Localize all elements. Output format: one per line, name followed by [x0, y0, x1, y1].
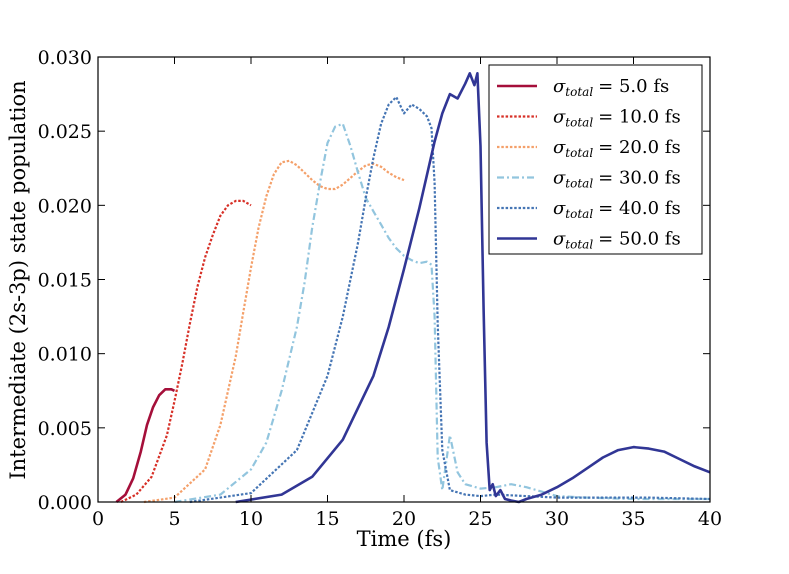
series-line-4: [174, 122, 710, 504]
x-tick-label: 10: [239, 508, 263, 530]
x-tick-label: 0: [92, 508, 104, 530]
y-tick-label: 0.010: [38, 344, 92, 366]
x-tick-label: 40: [698, 508, 722, 530]
y-tick-label: 0.030: [38, 47, 92, 69]
series-line-1: [115, 388, 176, 504]
series-line-5: [189, 96, 711, 504]
legend-box: [488, 64, 703, 255]
ticks-layer: 0 5 10 15 20 25 30 35 40 0.000 0.005 0.010 0.015 0.02…: [38, 47, 723, 530]
series-line-3: [143, 159, 405, 504]
x-tick-label: 20: [392, 508, 416, 530]
legend-label-2: σtotal = 10.0 fs: [553, 107, 681, 130]
x-tick-label: 5: [168, 508, 180, 530]
legend: σtotal = 5.0 fs σtotal = 10.0 fs σtotal = 20.…: [488, 64, 703, 255]
x-tick-label: 35: [621, 508, 645, 530]
y-axis-title: Intermediate (2s-3p) state population: [6, 80, 30, 479]
y-tick-label: 0.000: [38, 492, 92, 514]
legend-label-4: σtotal = 30.0 fs: [553, 168, 681, 191]
legend-label-3: σtotal = 20.0 fs: [553, 137, 681, 160]
y-tick-label: 0.005: [38, 418, 92, 440]
legend-label-1: σtotal = 5.0 fs: [553, 76, 669, 99]
x-axis-title: Time (fs): [357, 527, 452, 551]
x-tick-label: 15: [315, 508, 339, 530]
series-line-6: [235, 72, 711, 504]
x-tick-label: 30: [545, 508, 569, 530]
legend-label-5: σtotal = 40.0 fs: [553, 198, 681, 221]
y-tick-label: 0.025: [38, 121, 92, 143]
y-tick-label: 0.020: [38, 195, 92, 217]
x-tick-label: 25: [468, 508, 492, 530]
y-tick-label: 0.015: [38, 270, 92, 292]
legend-label-6: σtotal = 50.0 fs: [553, 229, 681, 252]
series-layer: [115, 72, 711, 504]
